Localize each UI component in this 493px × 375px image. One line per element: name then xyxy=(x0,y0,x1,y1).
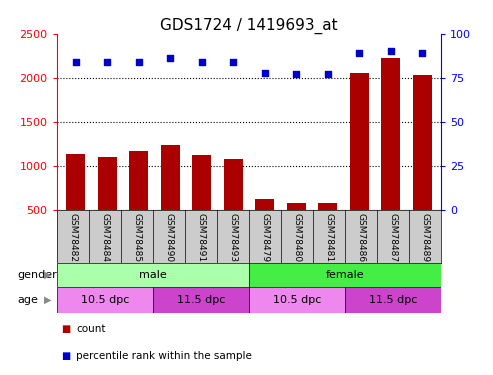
Bar xyxy=(345,287,441,313)
Text: male: male xyxy=(139,270,167,280)
Bar xyxy=(98,157,116,210)
Text: ■: ■ xyxy=(62,351,71,361)
Bar xyxy=(249,262,441,287)
Point xyxy=(71,59,79,65)
Text: ▶: ▶ xyxy=(44,295,52,305)
Text: 11.5 dpc: 11.5 dpc xyxy=(369,295,418,305)
Point xyxy=(324,71,332,77)
Text: gender: gender xyxy=(17,270,57,280)
Point xyxy=(387,48,395,54)
Point xyxy=(292,71,300,77)
Text: ■: ■ xyxy=(62,324,71,334)
Text: GSM78486: GSM78486 xyxy=(356,213,366,262)
Text: GSM78481: GSM78481 xyxy=(324,213,334,262)
Text: GSM78490: GSM78490 xyxy=(164,213,174,262)
Bar xyxy=(318,203,337,210)
Bar xyxy=(66,154,85,210)
Bar xyxy=(224,159,243,210)
Point xyxy=(103,59,111,65)
Text: percentile rank within the sample: percentile rank within the sample xyxy=(76,351,252,361)
Point xyxy=(229,59,237,65)
Bar xyxy=(57,262,249,287)
Bar xyxy=(153,287,249,313)
Text: GSM78487: GSM78487 xyxy=(388,213,398,262)
Text: ▶: ▶ xyxy=(44,270,52,280)
Text: GSM78480: GSM78480 xyxy=(292,213,302,262)
Bar xyxy=(161,145,179,210)
Point xyxy=(419,50,426,56)
Bar xyxy=(129,150,148,210)
Bar xyxy=(255,199,274,210)
Point xyxy=(198,59,206,65)
Text: 11.5 dpc: 11.5 dpc xyxy=(176,295,225,305)
Text: count: count xyxy=(76,324,106,334)
Bar xyxy=(57,287,153,313)
Point xyxy=(135,59,142,65)
Text: female: female xyxy=(326,270,364,280)
Point xyxy=(355,50,363,56)
Point xyxy=(261,69,269,75)
Point xyxy=(166,56,174,62)
Text: GSM78479: GSM78479 xyxy=(260,213,270,262)
Text: GSM78493: GSM78493 xyxy=(228,213,238,262)
Bar xyxy=(249,287,345,313)
Bar xyxy=(413,75,432,210)
Text: GSM78485: GSM78485 xyxy=(132,213,141,262)
Text: GSM78491: GSM78491 xyxy=(196,213,206,262)
Title: GDS1724 / 1419693_at: GDS1724 / 1419693_at xyxy=(160,18,338,34)
Text: age: age xyxy=(17,295,38,305)
Bar xyxy=(287,203,306,210)
Text: 10.5 dpc: 10.5 dpc xyxy=(80,295,129,305)
Text: 10.5 dpc: 10.5 dpc xyxy=(273,295,321,305)
Text: GSM78482: GSM78482 xyxy=(68,213,77,262)
Bar xyxy=(382,58,400,210)
Bar xyxy=(192,155,211,210)
Bar xyxy=(350,72,369,210)
Text: GSM78484: GSM78484 xyxy=(100,213,109,262)
Text: GSM78489: GSM78489 xyxy=(421,213,430,262)
